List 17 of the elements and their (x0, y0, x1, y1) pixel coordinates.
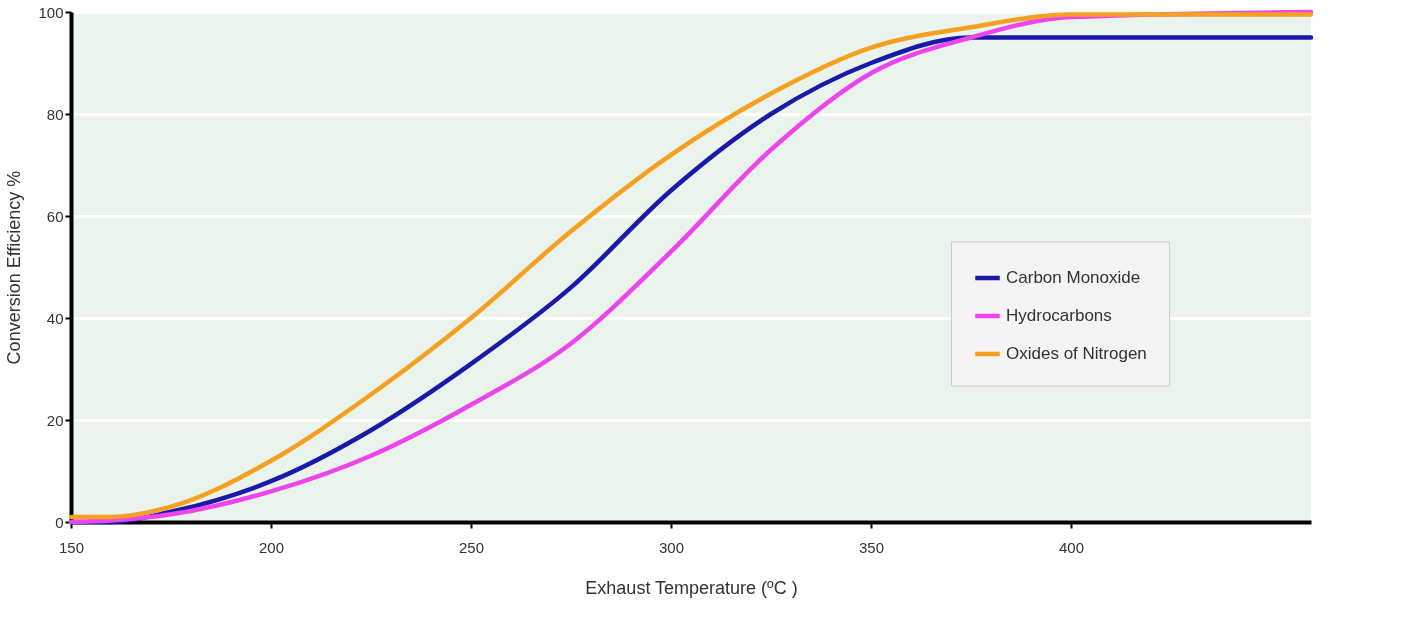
y-tick-label: 0 (55, 513, 64, 531)
legend-label: Oxides of Nitrogen (1006, 344, 1147, 363)
legend-label: Carbon Monoxide (1006, 268, 1141, 287)
y-tick-label: 80 (46, 105, 64, 123)
x-tick-label: 250 (458, 538, 485, 556)
x-tick-label: 400 (1058, 538, 1085, 556)
y-axis-title: Conversion Efficiency % (4, 170, 25, 365)
y-tick-label: 60 (46, 207, 64, 225)
y-tick-label: 100 (38, 3, 64, 21)
x-tick-label: 300 (658, 538, 685, 556)
x-tick-label: 200 (258, 538, 285, 556)
x-axis-title: Exhaust Temperature (ºC ) (585, 577, 798, 598)
y-tick-label: 20 (46, 411, 64, 429)
legend-label: Hydrocarbons (1006, 306, 1112, 325)
x-tick-label: 150 (58, 538, 85, 556)
y-tick-label: 40 (46, 309, 64, 327)
x-tick-label: 350 (858, 538, 885, 556)
